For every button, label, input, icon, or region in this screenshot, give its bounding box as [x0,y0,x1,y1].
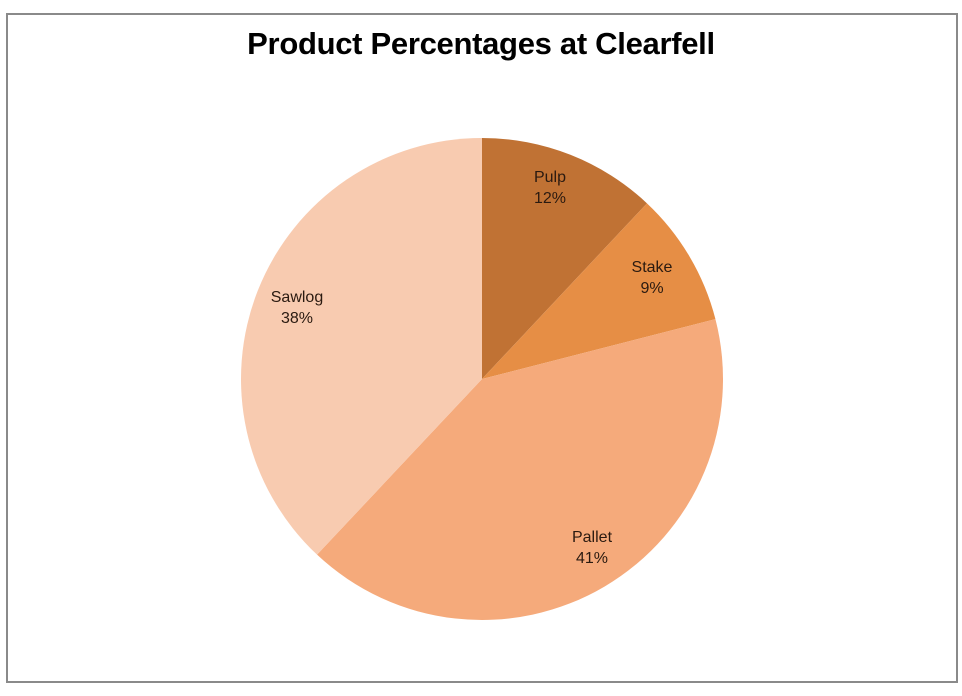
slice-category: Stake [631,259,673,276]
pie-slice-pulp [482,138,647,379]
slice-label-pulp: Pulp 12% [510,167,590,209]
slice-label-stake: Stake 9% [612,257,692,299]
slice-percent: 12% [533,190,567,207]
slice-label-pallet: Pallet 41% [552,527,632,569]
slice-percent: 41% [575,550,609,567]
pie-slice-sawlog [241,138,482,555]
slice-category: Sawlog [270,289,324,306]
slice-category: Pallet [571,529,613,546]
chart-title: Product Percentages at Clearfell [247,26,715,61]
pie-slice-pallet [317,319,723,621]
slice-percent: 9% [640,280,664,297]
slice-percent: 38% [280,310,314,327]
slice-label-sawlog: Sawlog 38% [257,287,337,329]
slice-category: Pulp [533,169,567,186]
pie-slice-stake [482,203,716,379]
